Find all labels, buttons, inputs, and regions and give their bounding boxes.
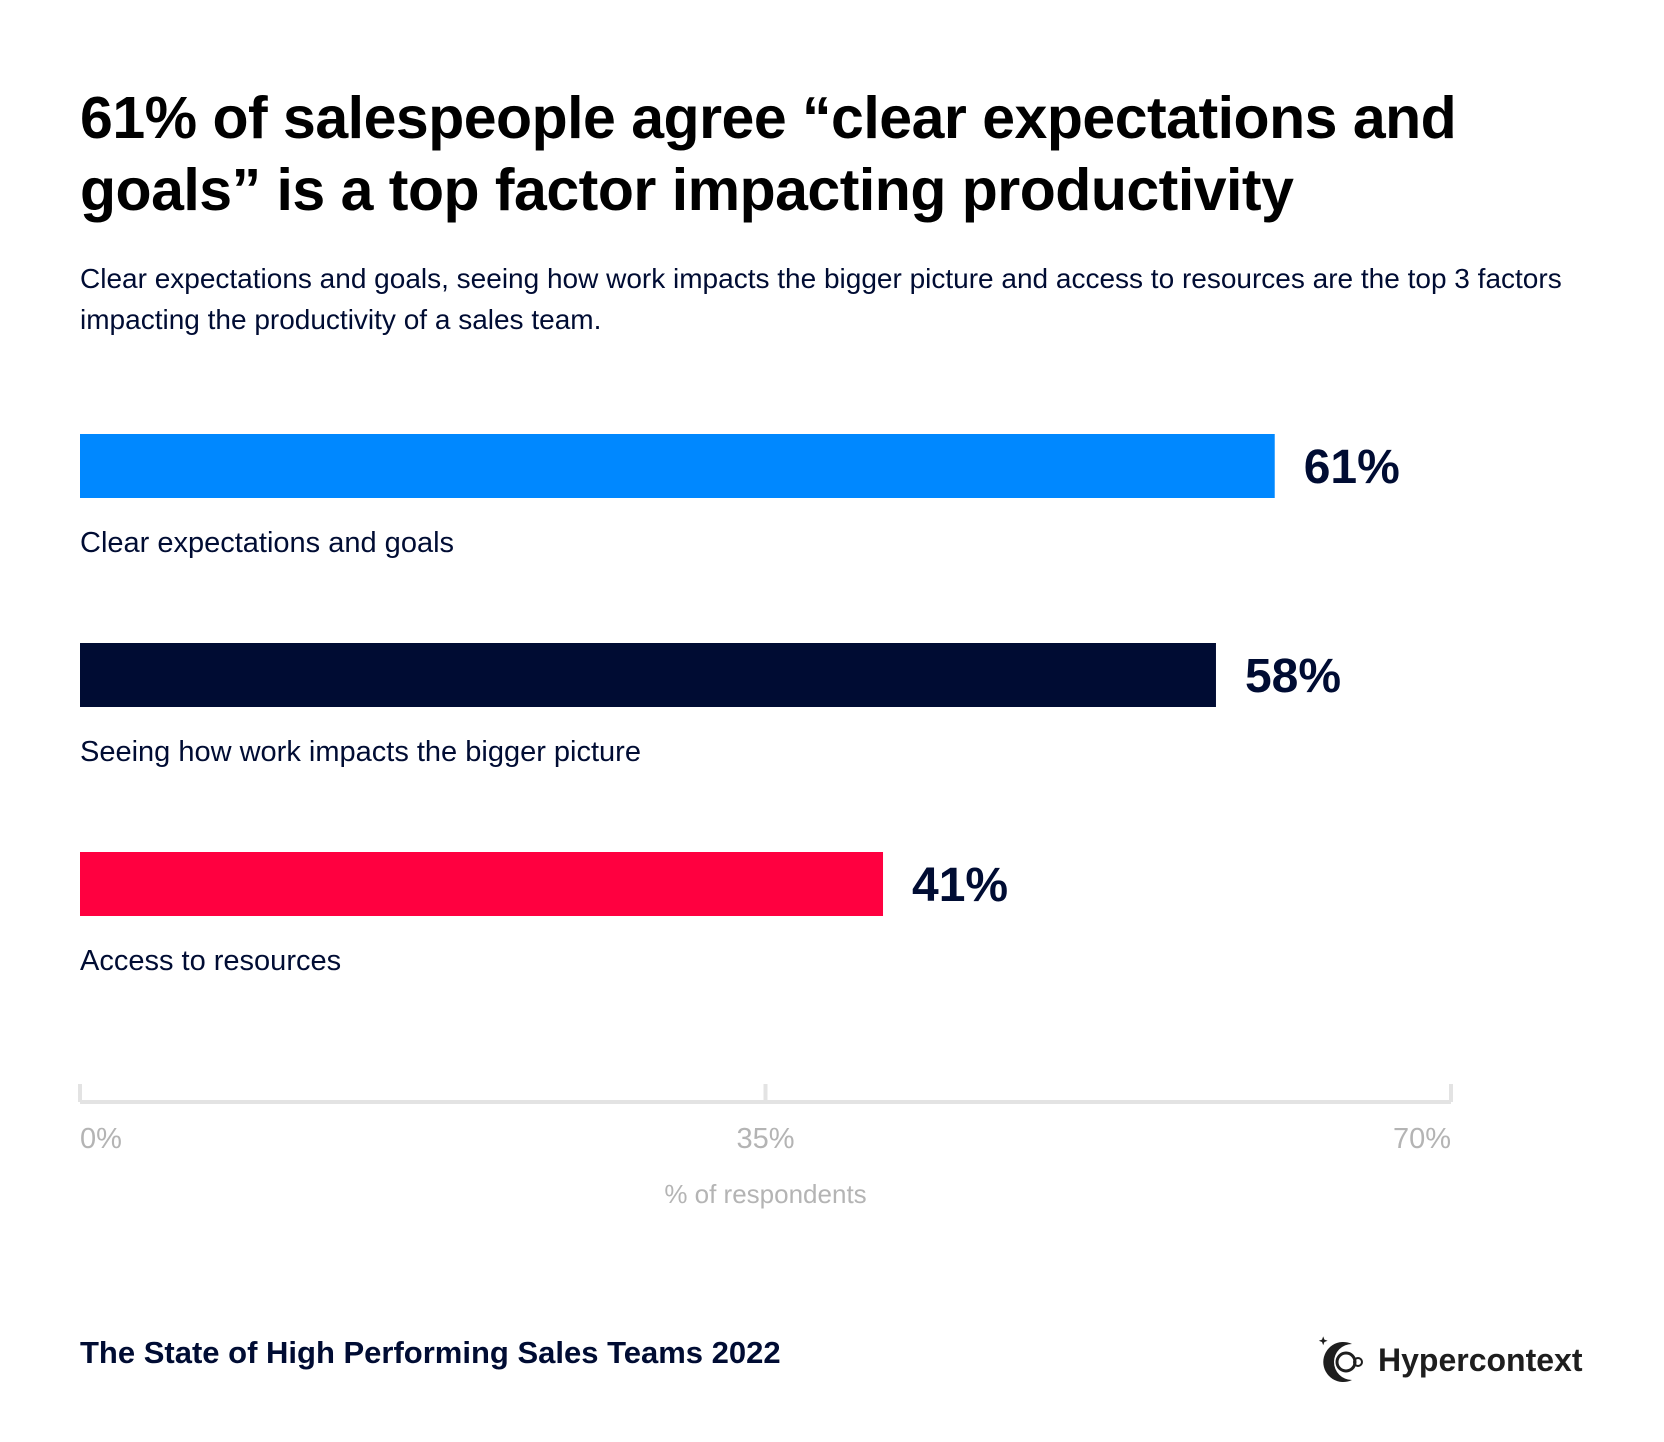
category-label: Seeing how work impacts the bigger pictu…: [80, 736, 641, 768]
bar-value-label: 41%: [912, 859, 1008, 912]
chart-subtitle: Clear expectations and goals, seeing how…: [80, 263, 1562, 335]
x-tick-label: 70%: [1393, 1123, 1451, 1155]
report-source: The State of High Performing Sales Teams…: [80, 1335, 781, 1370]
bar-value-label: 58%: [1245, 650, 1341, 703]
bar: [80, 852, 884, 916]
moon-astronaut-icon: [1318, 1336, 1363, 1382]
chart-title: 61% of salespeople agree “clear expectat…: [80, 85, 1457, 223]
bar-value-label: 61%: [1304, 441, 1400, 494]
bar: [80, 434, 1275, 498]
category-label: Access to resources: [80, 945, 341, 977]
bar: [80, 643, 1216, 707]
x-axis-title: % of respondents: [664, 1179, 866, 1209]
hypercontext-logo: Hypercontext: [1316, 1334, 1583, 1386]
x-tick-label: 0%: [80, 1123, 122, 1155]
logo-text: Hypercontext: [1378, 1341, 1583, 1378]
x-tick-label: 35%: [736, 1123, 794, 1155]
category-label: Clear expectations and goals: [80, 527, 454, 559]
